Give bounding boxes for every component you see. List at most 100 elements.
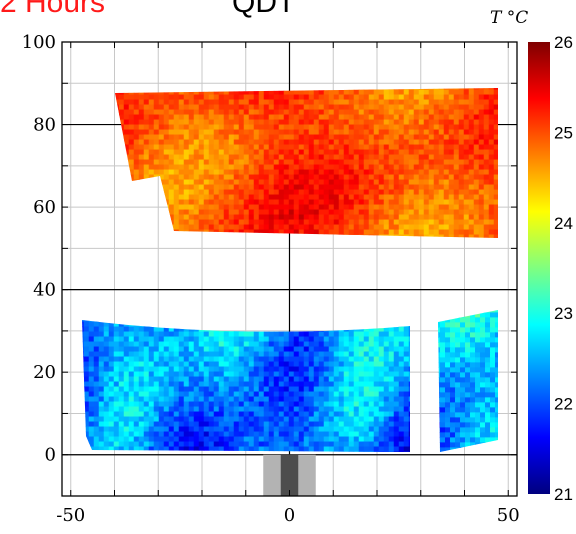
heat-cell: [438, 94, 445, 101]
heat-cell: [328, 219, 335, 226]
heat-cell: [183, 174, 190, 181]
heat-cell: [118, 371, 125, 378]
heat-cell: [138, 88, 145, 91]
heat-cell: [488, 199, 495, 206]
heat-cell: [333, 89, 340, 96]
heat-cell: [134, 307, 140, 313]
heat-cell: [69, 352, 75, 358]
heat-cell: [483, 194, 490, 201]
heat-cell: [193, 214, 200, 221]
heat-cell: [288, 189, 295, 196]
heat-cell: [453, 154, 460, 161]
heat-cell: [278, 219, 285, 226]
heat-cell: [428, 194, 435, 201]
heat-cell: [133, 366, 140, 373]
heat-cell: [468, 159, 475, 166]
heat-cell: [223, 154, 230, 161]
heat-cell: [358, 396, 365, 403]
heat-cell: [378, 361, 385, 368]
heat-cell: [263, 386, 270, 393]
heat-cell: [258, 441, 265, 448]
heat-cell: [113, 421, 120, 428]
heat-cell: [433, 224, 440, 231]
heat-cell: [103, 356, 110, 363]
heat-cell: [148, 401, 155, 408]
heat-cell: [424, 240, 430, 246]
heat-cell: [483, 209, 490, 216]
heat-cell: [348, 134, 355, 141]
heat-cell: [189, 312, 195, 318]
heat-cell: [173, 411, 180, 418]
heat-cell: [358, 234, 365, 238]
heat-cell: [368, 371, 375, 378]
heat-cell: [283, 351, 290, 358]
heat-cell: [358, 214, 365, 221]
heat-cell: [203, 179, 210, 186]
heat-cell: [509, 200, 515, 206]
heat-cell: [323, 391, 330, 398]
heat-cell: [363, 124, 370, 131]
heat-cell: [84, 312, 90, 318]
heat-cell: [238, 356, 245, 363]
heat-cell: [238, 114, 245, 121]
heat-cell: [64, 357, 70, 363]
heat-cell: [198, 114, 205, 121]
heat-cell: [408, 406, 410, 413]
heat-cell: [148, 336, 155, 343]
heat-cell: [358, 99, 365, 106]
heat-cell: [98, 406, 105, 413]
heat-cell: [269, 240, 275, 246]
heat-cell: [248, 179, 255, 186]
heat-cell: [303, 396, 310, 403]
heat-cell: [213, 149, 220, 156]
heat-cell: [64, 362, 70, 368]
heat-cell: [298, 214, 305, 221]
heat-cell: [178, 406, 185, 413]
heat-cell: [364, 312, 370, 318]
heat-cell: [393, 134, 400, 141]
heat-cell: [64, 437, 70, 443]
heat-cell: [173, 204, 180, 211]
heat-cell: [418, 214, 425, 221]
heat-cell: [283, 189, 290, 196]
heat-cell: [203, 219, 210, 226]
heat-cell: [328, 381, 335, 388]
heat-cell: [353, 114, 360, 121]
heat-cell: [148, 134, 155, 141]
heat-cell: [138, 326, 145, 333]
heat-cell: [378, 159, 385, 166]
heat-cell: [163, 376, 170, 383]
heat-cell: [288, 89, 295, 96]
heat-cell: [143, 436, 150, 443]
heat-cell: [178, 416, 185, 423]
heat-cell: [258, 381, 265, 388]
heat-cell: [473, 219, 480, 226]
heat-cell: [278, 346, 285, 353]
heat-cell: [74, 352, 80, 358]
heat-cell: [208, 189, 215, 196]
heat-cell: [423, 134, 430, 141]
heat-cell: [148, 94, 155, 101]
heat-cell: [454, 80, 460, 86]
heat-cell: [363, 416, 370, 423]
heat-cell: [318, 320, 325, 323]
heat-cell: [519, 155, 525, 161]
heat-cell: [468, 184, 475, 191]
heat-cell: [283, 149, 290, 156]
heat-cell: [288, 184, 295, 191]
heat-cell: [349, 312, 355, 318]
heat-cell: [278, 431, 285, 438]
heat-cell: [473, 139, 480, 146]
heat-cell: [168, 229, 175, 236]
heat-cell: [364, 240, 370, 246]
heat-cell: [198, 371, 205, 378]
heat-cell: [278, 88, 285, 91]
heat-cell: [298, 104, 305, 111]
heat-cell: [228, 214, 235, 221]
heat-cell: [338, 411, 345, 418]
heat-cell: [163, 381, 170, 388]
heat-cell: [138, 396, 145, 403]
heat-cell: [358, 174, 365, 181]
heat-cell: [263, 320, 270, 323]
heat-cell: [303, 351, 310, 358]
